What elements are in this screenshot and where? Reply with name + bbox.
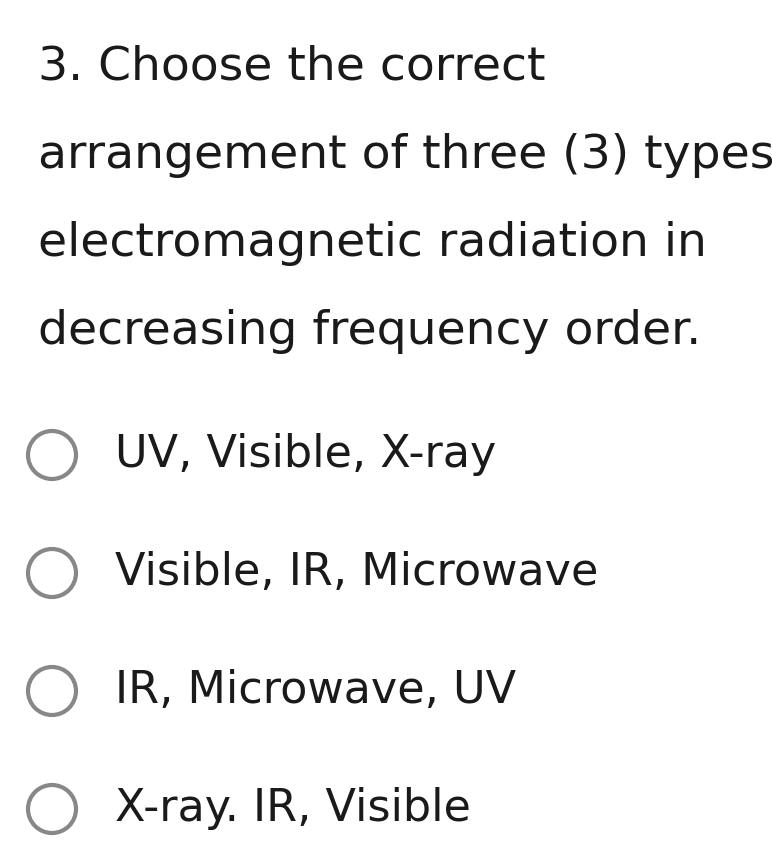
Text: decreasing frequency order.: decreasing frequency order. (38, 309, 701, 354)
Text: IR, Microwave, UV: IR, Microwave, UV (115, 669, 516, 713)
Text: arrangement of three (3) types: arrangement of three (3) types (38, 133, 772, 178)
Text: 3. Choose the correct: 3. Choose the correct (38, 45, 546, 90)
Text: X-ray. IR, Visible: X-ray. IR, Visible (115, 787, 471, 831)
Text: Visible, IR, Microwave: Visible, IR, Microwave (115, 551, 598, 595)
Text: electromagnetic radiation in: electromagnetic radiation in (38, 221, 707, 266)
Text: UV, Visible, X-ray: UV, Visible, X-ray (115, 434, 496, 477)
